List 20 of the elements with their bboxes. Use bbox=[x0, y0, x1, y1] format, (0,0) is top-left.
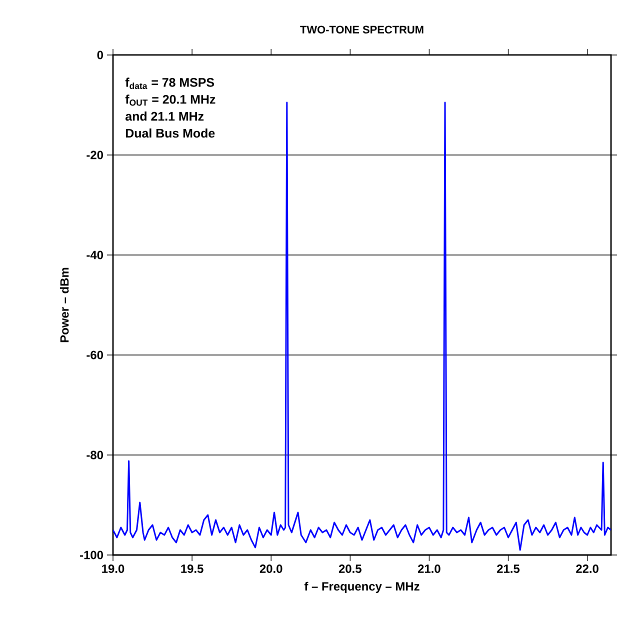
chart-title: TWO-TONE SPECTRUM bbox=[300, 26, 424, 34]
x-tick-label: 19.0 bbox=[102, 564, 124, 573]
y-tick-label: -40 bbox=[86, 250, 103, 260]
x-tick-label: 22.0 bbox=[576, 564, 598, 573]
y-tick-label: -80 bbox=[86, 450, 103, 460]
y-tick-label: 0 bbox=[97, 50, 103, 60]
annotation: Dual Bus Mode bbox=[126, 128, 214, 138]
annotation: f$_{data}$ = 78 MSPS bbox=[125, 78, 214, 89]
x-axis-title: f – Frequency – MHz bbox=[304, 582, 420, 593]
y-axis-title: Power – dBm bbox=[60, 268, 69, 342]
annotation: and 21.1 MHz bbox=[125, 112, 204, 121]
x-tick-label: 21.0 bbox=[418, 564, 440, 573]
x-tick-label: 19.5 bbox=[180, 564, 204, 573]
x-tick-label: 20.5 bbox=[338, 564, 362, 573]
x-tick-label: 20.0 bbox=[260, 564, 282, 573]
y-tick-label: -100 bbox=[80, 550, 103, 560]
x-tick-label: 21.5 bbox=[496, 564, 520, 573]
annotation: f$_{OUT}$ = 20.1 MHz bbox=[125, 94, 216, 106]
y-tick-label: -60 bbox=[86, 350, 103, 360]
y-tick-label: -20 bbox=[86, 150, 103, 160]
